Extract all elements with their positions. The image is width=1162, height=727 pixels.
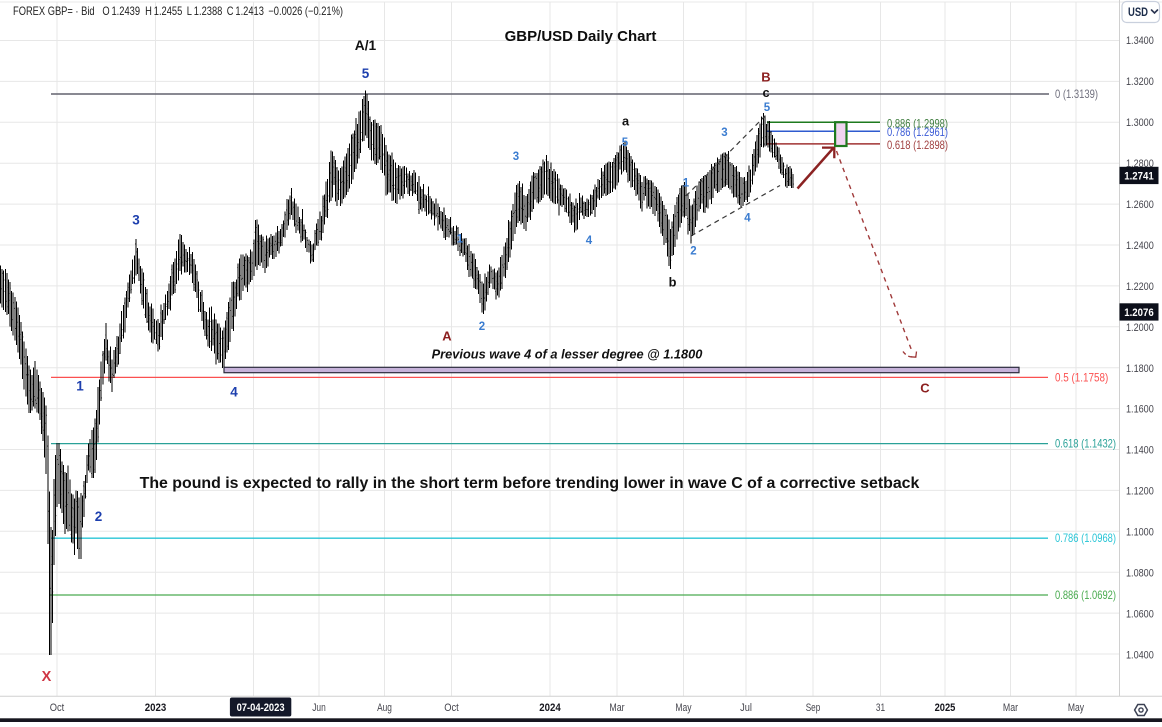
svg-text:2: 2	[479, 321, 485, 333]
svg-text:1.2076: 1.2076	[1124, 307, 1154, 319]
svg-text:0.5 (1.1758): 0.5 (1.1758)	[1055, 371, 1108, 384]
svg-text:A: A	[442, 329, 452, 344]
svg-text:31: 31	[876, 702, 885, 714]
svg-text:1.1200: 1.1200	[1126, 486, 1154, 498]
svg-text:Previous wave 4 of a lesser de: Previous wave 4 of a lesser degree @ 1.1…	[432, 347, 703, 362]
svg-text:1: 1	[76, 379, 84, 394]
svg-text:FOREX GBP= · Bid O 1.2439 H: FOREX GBP= · Bid O 1.2439 H 1.2455 L 1.2…	[13, 5, 343, 18]
svg-text:2025: 2025	[935, 702, 956, 714]
svg-text:The pound is expected to rally: The pound is expected to rally in the sh…	[140, 475, 920, 492]
svg-text:5: 5	[362, 66, 370, 81]
svg-text:1.2400: 1.2400	[1126, 240, 1154, 252]
svg-text:1.0800: 1.0800	[1126, 568, 1154, 580]
svg-text:1: 1	[683, 178, 690, 190]
svg-text:3: 3	[132, 213, 140, 228]
svg-text:c: c	[762, 85, 769, 100]
svg-text:1.3400: 1.3400	[1126, 35, 1154, 47]
svg-text:07-04-2023: 07-04-2023	[237, 702, 285, 714]
svg-text:1.1000: 1.1000	[1126, 527, 1154, 539]
svg-text:1.1400: 1.1400	[1126, 445, 1154, 457]
svg-text:1.1600: 1.1600	[1126, 404, 1154, 416]
svg-text:Aug: Aug	[377, 702, 392, 714]
svg-text:C: C	[920, 381, 930, 396]
svg-text:1.2200: 1.2200	[1126, 281, 1154, 293]
svg-text:2024: 2024	[539, 702, 561, 714]
svg-text:2: 2	[690, 246, 696, 258]
svg-text:0.786 (1.0968): 0.786 (1.0968)	[1055, 532, 1116, 545]
svg-text:4: 4	[744, 213, 751, 225]
svg-text:Jul: Jul	[740, 702, 752, 714]
svg-text:3: 3	[513, 151, 519, 163]
svg-text:Oct: Oct	[50, 702, 65, 714]
svg-text:0.786 (1.2961): 0.786 (1.2961)	[887, 126, 948, 139]
svg-text:5: 5	[622, 137, 629, 149]
svg-text:Mar: Mar	[1003, 702, 1018, 714]
svg-text:1: 1	[457, 234, 464, 246]
svg-text:1.1800: 1.1800	[1126, 363, 1154, 375]
svg-text:May: May	[1068, 702, 1085, 714]
svg-text:Oct: Oct	[444, 702, 459, 714]
svg-text:USD: USD	[1128, 7, 1148, 19]
svg-text:1.0400: 1.0400	[1126, 649, 1154, 661]
svg-text:5: 5	[764, 102, 771, 114]
svg-text:1.0600: 1.0600	[1126, 608, 1154, 620]
svg-text:Mar: Mar	[609, 702, 624, 714]
svg-text:0.618 (1.2898): 0.618 (1.2898)	[887, 139, 948, 152]
svg-text:a: a	[622, 114, 630, 129]
svg-text:Jun: Jun	[312, 702, 326, 714]
svg-text:4: 4	[230, 385, 238, 400]
svg-text:0.886 (1.0692): 0.886 (1.0692)	[1055, 589, 1116, 602]
svg-text:1.3000: 1.3000	[1126, 117, 1154, 129]
svg-text:X: X	[42, 669, 52, 685]
svg-text:1.2000: 1.2000	[1126, 322, 1154, 334]
svg-text:3: 3	[721, 127, 727, 139]
svg-text:A/1: A/1	[355, 38, 377, 53]
svg-text:1.2600: 1.2600	[1126, 199, 1154, 211]
svg-text:0.886 (1.2998): 0.886 (1.2998)	[887, 118, 948, 131]
svg-text:2: 2	[95, 509, 103, 524]
svg-text:1.2741: 1.2741	[1124, 171, 1154, 183]
svg-text:Sep: Sep	[806, 702, 821, 714]
svg-text:0.618 (1.1432): 0.618 (1.1432)	[1055, 438, 1116, 451]
svg-text:GBP/USD Daily Chart: GBP/USD Daily Chart	[505, 28, 657, 45]
svg-text:B: B	[761, 70, 770, 85]
svg-text:May: May	[675, 702, 692, 714]
svg-text:0 (1.3139): 0 (1.3139)	[1055, 88, 1098, 101]
svg-text:b: b	[669, 275, 677, 290]
svg-text:1.3200: 1.3200	[1126, 76, 1154, 88]
svg-text:2023: 2023	[145, 702, 167, 714]
svg-text:4: 4	[586, 235, 593, 247]
